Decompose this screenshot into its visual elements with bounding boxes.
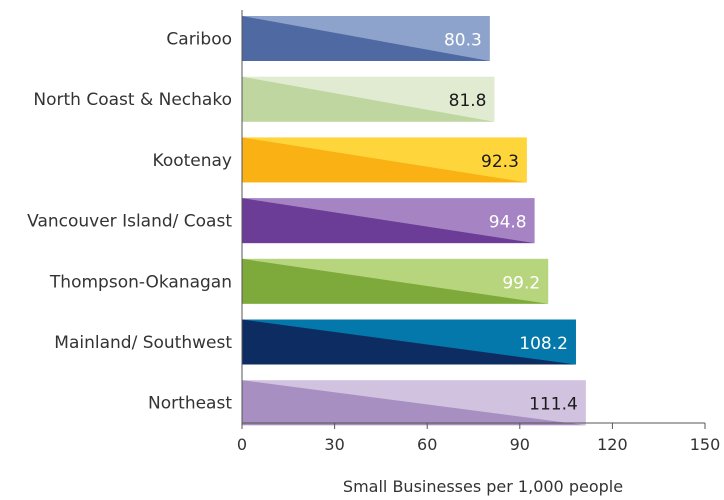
x-tick-label: 150 [690,435,721,454]
bar-fill-dark [242,137,527,183]
x-axis: 0 30 60 90 120 150 [237,10,720,454]
value-label: 92.3 [481,152,519,172]
bar-3 [242,137,527,183]
value-label: 81.8 [449,91,487,111]
bar-fill-dark [242,380,586,426]
bar-fill-dark [242,76,495,122]
value-label: 80.3 [444,31,482,51]
value-labels-group: 80.3 81.8 92.3 94.8 99.2 108.2 111.4 [444,31,578,415]
bars-group [242,16,586,426]
x-tick-label: 90 [510,435,530,454]
value-label: 108.2 [519,334,568,354]
category-label: Northeast [148,394,232,414]
x-tick-label: 120 [597,435,628,454]
category-label: Kootenay [153,151,232,171]
x-tick-label: 60 [417,435,437,454]
category-label: Mainland/ Southwest [54,333,232,353]
x-axis-title: Small Businesses per 1,000 people [343,477,623,496]
value-label: 94.8 [489,213,527,233]
bar-2 [242,76,495,122]
category-label: Cariboo [166,30,232,50]
bar-5 [242,258,549,304]
bar-fill-dark [242,258,549,304]
category-labels-group: Cariboo North Coast & Nechako Kootenay Vanc… [27,30,232,414]
category-label: North Coast & Nechako [33,90,232,110]
bar-4 [242,198,535,244]
bar-fill-dark [242,16,490,61]
bar-7 [242,380,586,426]
bar-1 [242,16,490,61]
category-label: Thompson-Okanagan [49,272,232,292]
bar-fill-dark [242,319,576,365]
value-label: 99.2 [502,273,540,293]
x-tick-label: 0 [237,435,247,454]
category-label: Vancouver Island/ Coast [27,212,232,232]
bar-6 [242,319,576,365]
bar-fill-dark [242,198,535,244]
x-tick-label: 30 [324,435,344,454]
value-label: 111.4 [529,395,578,415]
